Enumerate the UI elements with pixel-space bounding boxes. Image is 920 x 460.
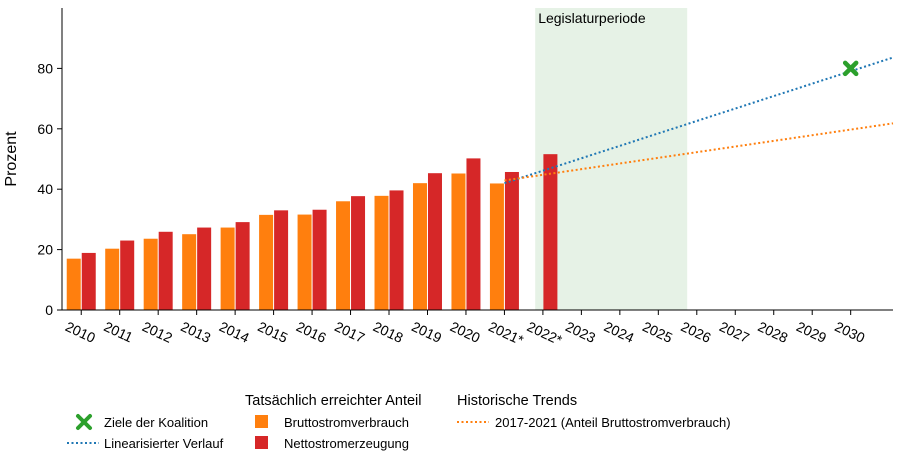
legend-netto-swatch — [255, 436, 268, 449]
x-tick-label: 2015 — [255, 318, 290, 346]
bar-nettostromerzeugung-2017 — [351, 196, 366, 310]
y-tick-label: 60 — [37, 121, 53, 137]
bar-bruttostromverbrauch-2011 — [105, 248, 120, 310]
target-cross-stroke — [842, 60, 859, 77]
bar-bruttostromverbrauch-2010 — [66, 258, 81, 310]
x-tick-label: 2025 — [640, 318, 675, 346]
bar-nettostromerzeugung-2022 — [543, 154, 558, 310]
legislaturperiode-region — [535, 8, 688, 310]
legend-title-trends: Historische Trends — [457, 393, 577, 409]
x-tick-label: 2029 — [794, 318, 829, 346]
bar-nettostromerzeugung-2020 — [466, 158, 481, 310]
legend-brutto-swatch — [255, 415, 268, 428]
bar-nettostromerzeugung-2012 — [158, 231, 173, 310]
x-tick-label: 2027 — [717, 318, 752, 346]
bar-bruttostromverbrauch-2012 — [143, 238, 158, 310]
x-tick-label: 2010 — [63, 318, 98, 346]
x-tick-label: 2019 — [409, 318, 444, 346]
legend-title-actual: Tatsächlich erreichter Anteil — [245, 393, 422, 409]
legend-cross-icon — [76, 414, 92, 430]
bar-bruttostromverbrauch-2015 — [259, 214, 274, 310]
y-tick-label: 20 — [37, 242, 53, 258]
x-tick-label: 2014 — [217, 318, 252, 346]
bar-bruttostromverbrauch-2013 — [182, 234, 197, 310]
target-marker — [842, 60, 859, 77]
x-tick-label: 2016 — [294, 318, 329, 346]
bar-bruttostromverbrauch-2017 — [336, 201, 351, 310]
x-tick-label: 2011 — [101, 318, 135, 345]
bar-nettostromerzeugung-2014 — [235, 222, 250, 310]
y-axis-label: Prozent — [3, 131, 20, 187]
x-tick-label: 2012 — [140, 318, 175, 346]
bar-bruttostromverbrauch-2020 — [451, 173, 466, 310]
x-tick-label: 2026 — [679, 318, 714, 346]
bar-nettostromerzeugung-2019 — [427, 173, 442, 310]
x-tick-label: 2023 — [563, 318, 598, 346]
bar-bruttostromverbrauch-2016 — [297, 214, 312, 310]
x-tick-label: 2028 — [755, 318, 790, 346]
bar-nettostromerzeugung-2018 — [389, 190, 404, 310]
x-tick-label: 2024 — [602, 318, 637, 346]
x-tick-label: 2020 — [448, 318, 483, 346]
legislaturperiode-label: Legislaturperiode — [538, 10, 646, 26]
y-tick-label: 80 — [37, 60, 53, 76]
y-tick-label: 40 — [37, 181, 53, 197]
bar-bruttostromverbrauch-2018 — [374, 195, 389, 310]
bar-bruttostromverbrauch-2014 — [220, 227, 235, 310]
bar-nettostromerzeugung-2010 — [81, 252, 96, 310]
x-tick-label: 2013 — [178, 318, 213, 346]
bar-nettostromerzeugung-2016 — [312, 209, 327, 310]
x-tick-label: 2021* — [486, 318, 526, 348]
legend-brutto-label: Bruttostromverbrauch — [284, 415, 409, 430]
x-tick-label: 2022* — [525, 318, 565, 348]
x-tick-label: 2018 — [371, 318, 406, 346]
trend-line-linear — [504, 56, 894, 185]
y-tick-label: 0 — [45, 302, 53, 318]
legend-target-label: Ziele der Koalition — [104, 415, 208, 430]
bar-nettostromerzeugung-2015 — [274, 210, 289, 310]
x-tick-label: 2030 — [832, 318, 867, 346]
bar-nettostromerzeugung-2021 — [504, 171, 519, 310]
legend: Tatsächlich erreichter Anteil Historisch… — [67, 393, 731, 451]
bar-bruttostromverbrauch-2019 — [412, 183, 427, 310]
x-tick-label: 2017 — [332, 318, 367, 346]
bars-group — [66, 154, 558, 310]
legend-netto-label: Nettostromerzeugung — [284, 436, 409, 451]
bar-bruttostromverbrauch-2021 — [489, 183, 504, 310]
bar-nettostromerzeugung-2013 — [197, 227, 212, 310]
legend-hist-label: 2017-2021 (Anteil Bruttostromverbrauch) — [495, 415, 731, 430]
bar-nettostromerzeugung-2011 — [120, 240, 135, 310]
legend-linear-label: Linearisierter Verlauf — [104, 436, 224, 451]
trend-lines-group — [504, 56, 894, 185]
